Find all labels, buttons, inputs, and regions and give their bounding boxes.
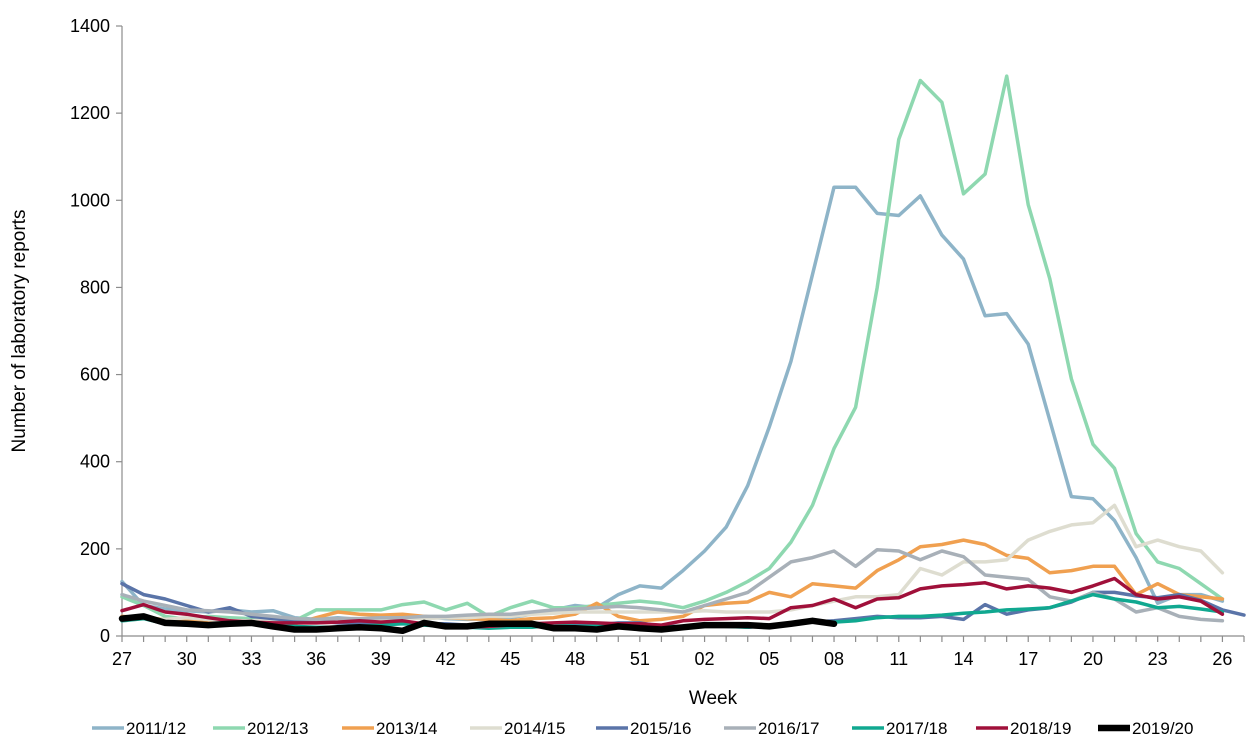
legend-label-2012-13: 2012/13 bbox=[247, 719, 308, 738]
x-tick-label: 33 bbox=[241, 649, 261, 669]
x-axis-ticks: 27 30 33 36 39 42 45 48 51 02 05 08 11 14 17 20 23 26 bbox=[112, 636, 1245, 669]
legend-label-2014-15: 2014/15 bbox=[504, 719, 565, 738]
x-tick-label: 20 bbox=[1083, 649, 1103, 669]
y-tick-label: 200 bbox=[80, 539, 110, 559]
x-tick-label: 05 bbox=[759, 649, 779, 669]
legend-label-2017-18: 2017/18 bbox=[886, 719, 947, 738]
series-lines bbox=[118, 74, 1246, 635]
y-axis-ticks: 0 200 400 600 800 1000 1200 1400 bbox=[70, 16, 122, 646]
x-tick-label: 27 bbox=[112, 649, 132, 669]
x-tick-label: 36 bbox=[306, 649, 326, 669]
x-tick-label: 11 bbox=[889, 649, 908, 669]
y-tick-label: 400 bbox=[80, 452, 110, 472]
x-tick-label: 17 bbox=[1018, 649, 1038, 669]
series-line-2012-13 bbox=[120, 74, 1225, 623]
axes-group: 0 200 400 600 800 1000 1200 1400 27 30 33 36 39 42 45… bbox=[70, 16, 1245, 669]
y-tick-label: 800 bbox=[80, 277, 110, 297]
y-tick-label: 1000 bbox=[70, 190, 110, 210]
y-tick-label: 600 bbox=[80, 365, 110, 385]
series-line-2019-20 bbox=[118, 613, 838, 635]
legend-label-2016-17: 2016/17 bbox=[758, 719, 819, 738]
x-tick-label: 45 bbox=[500, 649, 520, 669]
legend-label-2015-16: 2015/16 bbox=[630, 719, 691, 738]
legend-label-2019-20: 2019/20 bbox=[1132, 719, 1193, 738]
x-tick-label: 08 bbox=[824, 649, 844, 669]
legend: 2011/12 2012/13 2013/14 2014/15 2015/16 2016/… bbox=[92, 719, 1193, 738]
y-tick-label: 1200 bbox=[70, 103, 110, 123]
legend-label-2011-12: 2011/12 bbox=[126, 719, 186, 738]
y-axis-title: Number of laboratory reports bbox=[9, 210, 30, 453]
x-tick-label: 42 bbox=[436, 649, 456, 669]
x-tick-label: 02 bbox=[695, 649, 715, 669]
legend-label-2013-14: 2013/14 bbox=[376, 719, 437, 738]
x-tick-label: 26 bbox=[1212, 649, 1232, 669]
series-line-2011-12 bbox=[120, 185, 1225, 622]
x-tick-label: 23 bbox=[1148, 649, 1168, 669]
y-tick-label: 0 bbox=[100, 626, 110, 646]
series-line-2018-19 bbox=[120, 576, 1225, 630]
x-tick-label: 51 bbox=[630, 649, 650, 669]
x-tick-label: 39 bbox=[371, 649, 391, 669]
x-tick-label: 30 bbox=[177, 649, 197, 669]
x-tick-label: 48 bbox=[565, 649, 585, 669]
legend-label-2018-19: 2018/19 bbox=[1010, 719, 1071, 738]
series-line-2016-17 bbox=[120, 547, 1225, 623]
x-axis-title: Week bbox=[689, 688, 738, 709]
x-tick-label: 14 bbox=[953, 649, 973, 669]
y-tick-label: 1400 bbox=[70, 16, 110, 36]
